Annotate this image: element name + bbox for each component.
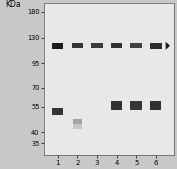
Polygon shape — [166, 42, 170, 50]
Bar — [130, 101, 142, 110]
Bar — [72, 43, 83, 49]
Bar — [111, 43, 122, 49]
Bar — [73, 119, 82, 124]
Y-axis label: KDa: KDa — [5, 1, 20, 9]
Bar — [150, 43, 162, 49]
Bar — [130, 43, 142, 48]
Bar — [52, 43, 63, 49]
Bar — [52, 107, 63, 115]
Bar — [73, 124, 82, 129]
Bar — [111, 101, 122, 110]
Bar — [150, 101, 161, 110]
Bar — [91, 43, 102, 49]
